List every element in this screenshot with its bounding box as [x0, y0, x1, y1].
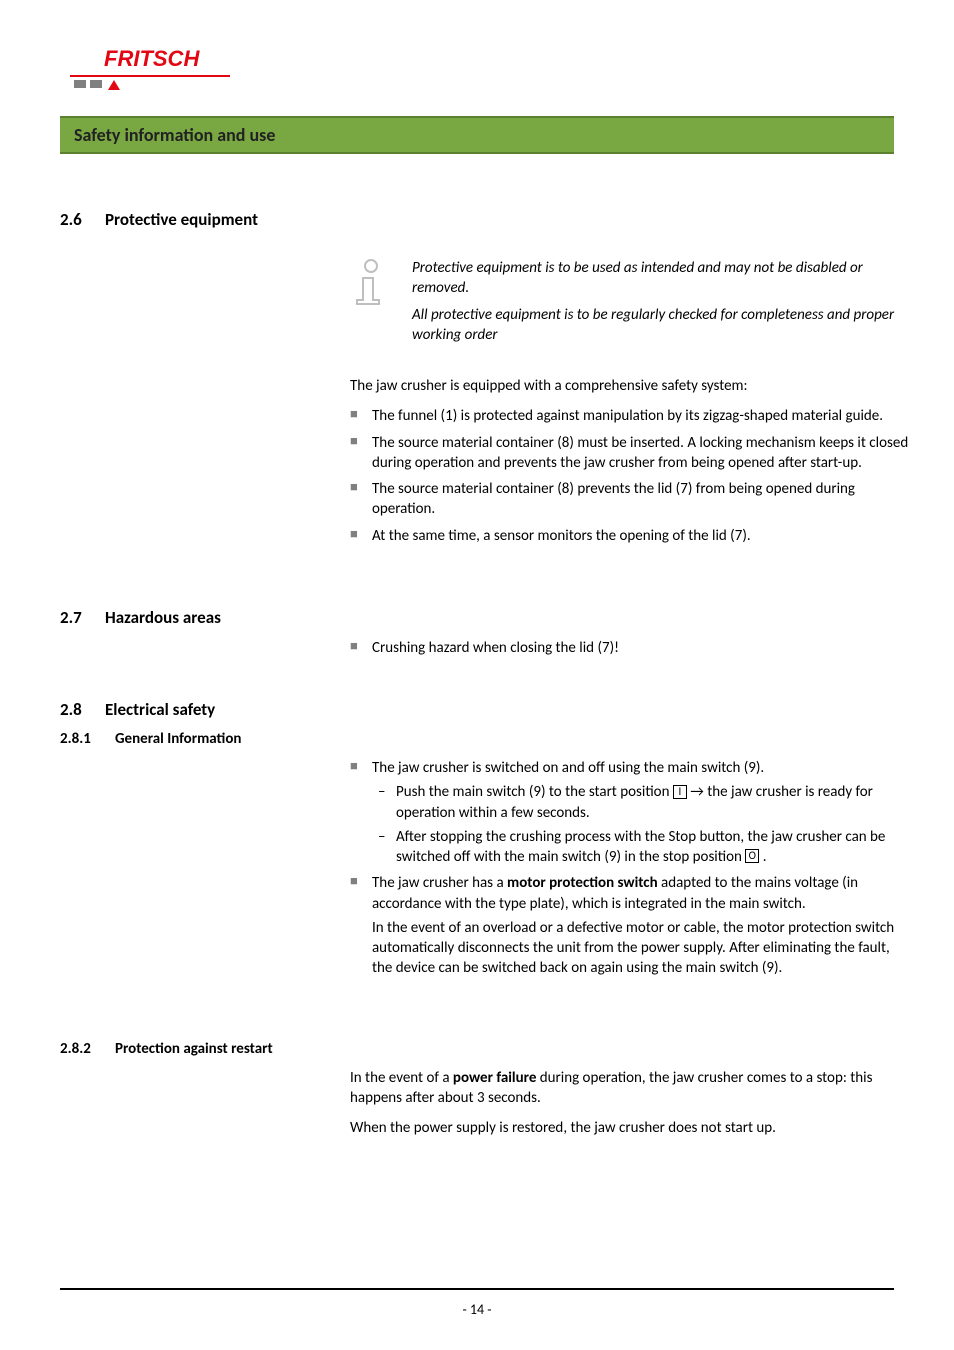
restart-p1: In the event of a power failure during o… [350, 1068, 910, 1109]
sub-list: Push the main switch (9) to the start po… [372, 782, 910, 867]
section-2-6-heading: 2.6 Protective equipment [60, 209, 894, 230]
subsection-title: Protection against restart [115, 1040, 273, 1058]
subsection-number: 2.8.1 [60, 730, 115, 748]
section-2-8-heading: 2.8 Electrical safety [60, 699, 894, 720]
follow-up-text: In the event of an overload or a defecti… [372, 918, 910, 979]
info-text: Protective equipment is to be used as in… [412, 258, 910, 351]
list-item: The source material container (8) must b… [350, 433, 910, 474]
restart-p2: When the power supply is restored, the j… [350, 1118, 910, 1138]
list-item: The jaw crusher has a motor protection s… [350, 873, 910, 978]
info-callout: Protective equipment is to be used as in… [350, 258, 910, 351]
list-text: The jaw crusher is switched on and off u… [372, 759, 764, 777]
section-banner: Safety information and use [60, 116, 894, 154]
safety-list: The funnel (1) is protected against mani… [350, 406, 910, 546]
bold-term: motor protection switch [507, 874, 658, 892]
hazard-list: Crushing hazard when closing the lid (7)… [350, 638, 910, 658]
info-line-1: Protective equipment is to be used as in… [412, 258, 910, 299]
section-number: 2.8 [60, 699, 105, 720]
section-number: 2.6 [60, 209, 105, 230]
banner-title: Safety information and use [74, 124, 275, 146]
footer-rule [60, 1288, 894, 1290]
section-title: Protective equipment [105, 209, 258, 230]
electrical-list: The jaw crusher is switched on and off u… [350, 758, 910, 979]
section-title: Electrical safety [105, 699, 215, 720]
bold-term: power failure [453, 1069, 536, 1087]
section-2-7-heading: 2.7 Hazardous areas [60, 607, 894, 628]
switch-stop-icon: O [745, 849, 759, 863]
list-item: The funnel (1) is protected against mani… [350, 406, 910, 426]
subsection-title: General Information [115, 730, 241, 748]
list-item: Crushing hazard when closing the lid (7)… [350, 638, 910, 658]
subsection-number: 2.8.2 [60, 1040, 115, 1058]
list-item: At the same time, a sensor monitors the … [350, 526, 910, 546]
info-icon [350, 258, 400, 351]
section-title: Hazardous areas [105, 607, 221, 628]
info-line-2: All protective equipment is to be regula… [412, 305, 910, 346]
switch-start-icon: I [673, 785, 687, 799]
intro-text: The jaw crusher is equipped with a compr… [350, 376, 910, 396]
sub-list-item: After stopping the crushing process with… [372, 827, 910, 868]
brand-logo: FRITSCH [70, 40, 894, 96]
section-number: 2.7 [60, 607, 105, 628]
section-2-8-1-heading: 2.8.1 General Information [60, 730, 894, 748]
sub-list-item: Push the main switch (9) to the start po… [372, 782, 910, 823]
list-item: The jaw crusher is switched on and off u… [350, 758, 910, 867]
svg-text:FRITSCH: FRITSCH [104, 46, 200, 71]
list-item: The source material container (8) preven… [350, 479, 910, 520]
page-number: - 14 - [0, 1301, 954, 1318]
section-2-8-2-heading: 2.8.2 Protection against restart [60, 1040, 894, 1058]
